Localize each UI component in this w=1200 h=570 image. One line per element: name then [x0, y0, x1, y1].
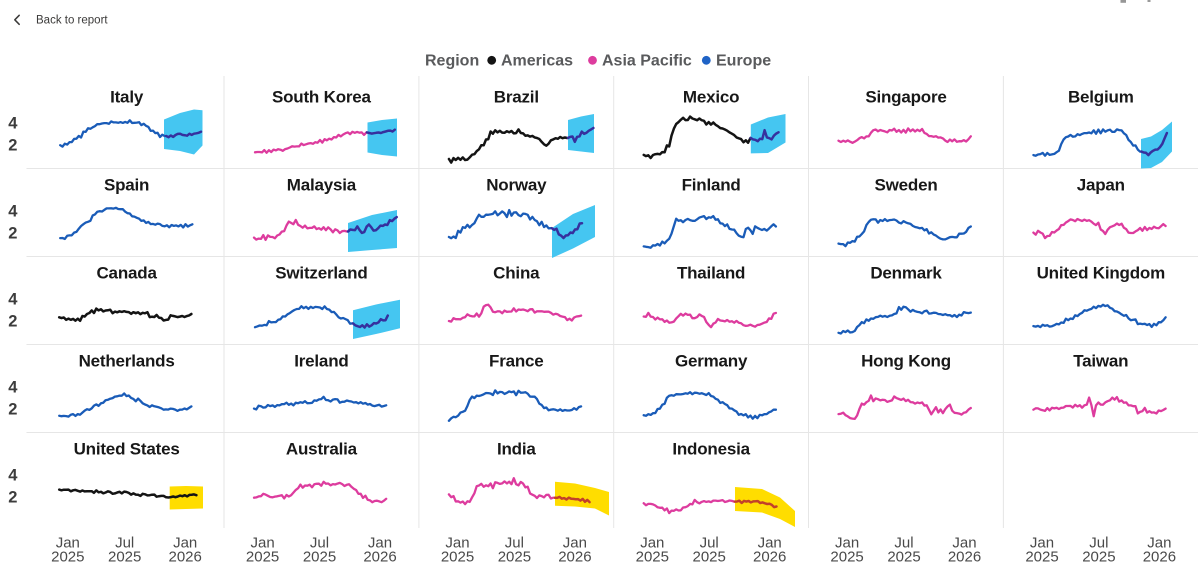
- svg-text:Finland: Finland: [682, 176, 741, 195]
- svg-text:2025: 2025: [51, 549, 84, 566]
- svg-text:2025: 2025: [636, 549, 669, 566]
- svg-text:Jan: Jan: [758, 535, 782, 552]
- svg-text:Jul: Jul: [700, 535, 719, 552]
- svg-text:Jan: Jan: [56, 535, 80, 552]
- svg-text:Denmark: Denmark: [870, 264, 942, 283]
- svg-text:Region: Region: [425, 53, 479, 70]
- svg-text:Jan: Jan: [251, 535, 275, 552]
- svg-text:Jul: Jul: [505, 535, 524, 552]
- svg-text:Switzerland: Switzerland: [275, 264, 367, 283]
- svg-text:China: China: [493, 264, 540, 283]
- svg-text:France: France: [489, 352, 544, 371]
- svg-text:Netherlands: Netherlands: [79, 352, 175, 371]
- svg-text:2025: 2025: [1025, 549, 1058, 566]
- svg-text:Japan: Japan: [1077, 176, 1125, 195]
- svg-text:Jan: Jan: [1030, 535, 1054, 552]
- svg-text:2025: 2025: [246, 549, 279, 566]
- svg-text:Jul: Jul: [310, 535, 329, 552]
- svg-text:2026: 2026: [558, 549, 591, 566]
- svg-text:Jan: Jan: [640, 535, 664, 552]
- svg-text:Indonesia: Indonesia: [672, 440, 750, 459]
- svg-text:Thailand: Thailand: [677, 264, 745, 283]
- svg-text:Jan: Jan: [563, 535, 587, 552]
- svg-text:Brazil: Brazil: [494, 88, 539, 107]
- svg-text:India: India: [497, 440, 536, 459]
- svg-text:Spain: Spain: [104, 176, 149, 195]
- svg-text:South Korea: South Korea: [272, 88, 372, 107]
- svg-text:2025: 2025: [693, 549, 726, 566]
- svg-text:Jan: Jan: [835, 535, 859, 552]
- svg-text:Mexico: Mexico: [683, 88, 739, 107]
- svg-text:Italy: Italy: [110, 88, 144, 107]
- svg-text:Jan: Jan: [952, 535, 976, 552]
- svg-text:Australia: Australia: [286, 440, 358, 459]
- svg-text:United Kingdom: United Kingdom: [1037, 264, 1166, 283]
- svg-text:Jan: Jan: [173, 535, 197, 552]
- svg-text:Jul: Jul: [1089, 535, 1108, 552]
- svg-text:Jul: Jul: [115, 535, 134, 552]
- svg-text:Taiwan: Taiwan: [1073, 352, 1128, 371]
- svg-text:United States: United States: [74, 440, 180, 459]
- svg-text:Americas: Americas: [501, 53, 573, 70]
- svg-text:Singapore: Singapore: [865, 88, 946, 107]
- svg-text:2026: 2026: [169, 549, 202, 566]
- svg-text:Belgium: Belgium: [1068, 88, 1134, 107]
- svg-text:2: 2: [8, 400, 17, 418]
- svg-text:2025: 2025: [830, 549, 863, 566]
- svg-text:4: 4: [8, 114, 18, 132]
- svg-text:Jan: Jan: [368, 535, 392, 552]
- svg-text:Ireland: Ireland: [294, 352, 348, 371]
- svg-text:Malaysia: Malaysia: [287, 176, 357, 195]
- svg-text:Jan: Jan: [445, 535, 469, 552]
- svg-text:Europe: Europe: [716, 53, 771, 70]
- svg-text:2: 2: [8, 224, 17, 242]
- svg-text:2026: 2026: [948, 549, 981, 566]
- svg-text:Jan: Jan: [1147, 535, 1171, 552]
- svg-text:2025: 2025: [887, 549, 920, 566]
- svg-text:Germany: Germany: [675, 352, 748, 371]
- svg-text:4: 4: [8, 466, 18, 484]
- svg-text:2026: 2026: [363, 549, 396, 566]
- svg-text:4: 4: [8, 290, 18, 308]
- svg-text:4: 4: [8, 202, 18, 220]
- svg-text:Norway: Norway: [486, 176, 547, 195]
- svg-text:2025: 2025: [441, 549, 474, 566]
- svg-text:2: 2: [8, 312, 17, 330]
- svg-text:2025: 2025: [498, 549, 531, 566]
- svg-text:2026: 2026: [1143, 549, 1176, 566]
- svg-text:2026: 2026: [753, 549, 786, 566]
- svg-text:2: 2: [8, 488, 17, 506]
- svg-text:Asia Pacific: Asia Pacific: [602, 53, 692, 70]
- svg-text:Canada: Canada: [96, 264, 157, 283]
- svg-text:2025: 2025: [108, 549, 141, 566]
- svg-text:Sweden: Sweden: [874, 176, 937, 195]
- svg-text:Hong Kong: Hong Kong: [861, 352, 951, 371]
- svg-text:2025: 2025: [303, 549, 336, 566]
- svg-text:2: 2: [8, 136, 17, 154]
- svg-text:Jul: Jul: [894, 535, 913, 552]
- svg-text:4: 4: [8, 378, 18, 396]
- svg-text:2025: 2025: [1082, 549, 1115, 566]
- svg-text:Back to report: Back to report: [36, 15, 108, 27]
